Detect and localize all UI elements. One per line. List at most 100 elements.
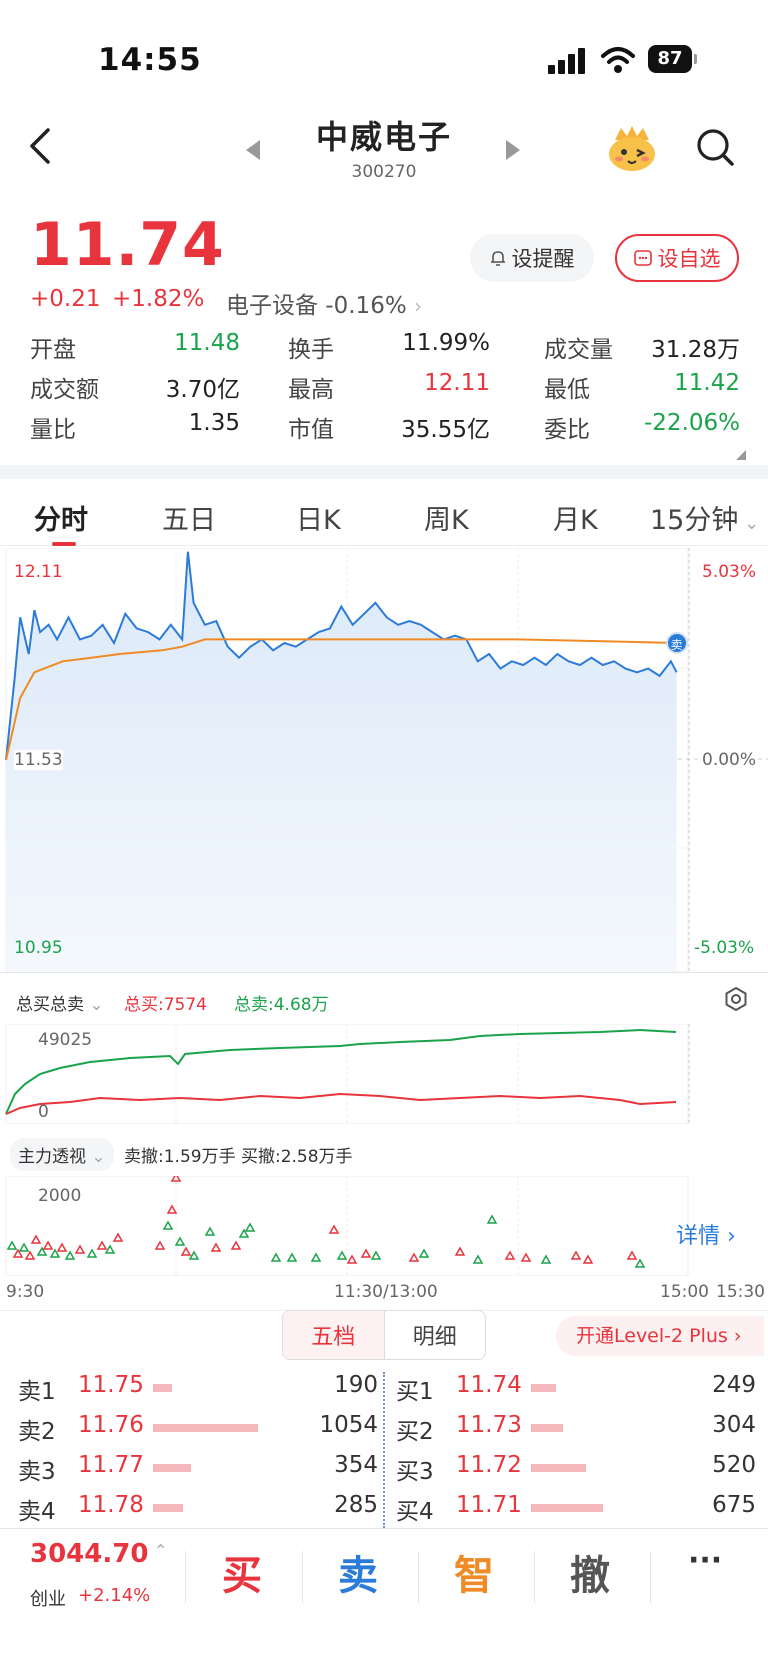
sell-cancel-marker xyxy=(540,1254,552,1264)
stat-label: 市值 xyxy=(288,417,334,443)
level-price: 11.78 xyxy=(78,1492,144,1518)
level-volume: 190 xyxy=(334,1372,378,1398)
wifi-icon xyxy=(601,47,635,73)
buy-cancel-marker xyxy=(328,1224,340,1234)
bid-row[interactable]: 买4 11.71 675 xyxy=(396,1492,756,1528)
buy-cancel-marker xyxy=(454,1246,466,1256)
set-alert-button[interactable]: 设提醒 xyxy=(470,234,594,282)
level-price: 11.77 xyxy=(78,1452,144,1478)
level-label: 买3 xyxy=(396,1459,434,1485)
chart-tabs: 分时 五日 日K 周K 月K 15分钟 ⌄ xyxy=(0,480,768,546)
tab-five-levels[interactable]: 五档 xyxy=(283,1311,385,1359)
sell-cancel-marker xyxy=(174,1236,186,1246)
details-label: 详情 xyxy=(676,1224,721,1249)
mascot-icon[interactable] xyxy=(607,126,657,172)
more-button[interactable]: ··· xyxy=(688,1543,723,1578)
level-label: 买2 xyxy=(396,1419,434,1445)
details-link[interactable]: 详情 › xyxy=(676,1218,736,1250)
section-line xyxy=(0,972,768,973)
sell-cancel-marker xyxy=(418,1248,430,1258)
search-icon[interactable] xyxy=(696,128,736,168)
buy-cancel-marker xyxy=(582,1254,594,1264)
tab-15min-label: 15分钟 xyxy=(650,505,739,536)
tab-15min[interactable]: 15分钟 ⌄ xyxy=(650,498,759,537)
tab-daily-k[interactable]: 日K xyxy=(296,505,341,536)
pct-axis-low: -5.03% xyxy=(694,938,755,958)
cancel-order-button[interactable]: 撤 xyxy=(570,1553,610,1599)
flow-axis-min: 0 xyxy=(38,1102,49,1122)
back-arrow-icon[interactable] xyxy=(28,128,52,164)
sell-cancel-marker xyxy=(204,1226,216,1236)
index-value[interactable]: 3044.70 xyxy=(30,1539,149,1569)
tab-details[interactable]: 明细 xyxy=(412,1325,457,1350)
flow-dropdown[interactable]: 总买总卖 ⌄ xyxy=(16,990,104,1015)
buy-cancel-marker xyxy=(30,1234,42,1244)
total-buy: 总买:7574 xyxy=(124,995,207,1015)
expand-corner-icon[interactable] xyxy=(736,450,746,460)
sell-cancel-marker xyxy=(188,1250,200,1260)
sell-cancel-marker xyxy=(244,1222,256,1232)
main-axis-max: 2000 xyxy=(38,1186,82,1206)
chevron-down-icon: ⌄ xyxy=(84,995,104,1015)
buy-cancel-marker xyxy=(170,1176,182,1182)
stat-value: 31.28万 xyxy=(651,337,740,363)
sell-button[interactable]: 卖 xyxy=(338,1553,378,1599)
ask-row[interactable]: 卖2 11.76 1054 xyxy=(18,1412,378,1452)
sector-link[interactable]: 电子设备 -0.16% › xyxy=(226,286,422,320)
tab-intraday[interactable]: 分时 xyxy=(34,505,88,536)
stat-value: -22.06% xyxy=(644,410,740,436)
sell-cancel-marker xyxy=(336,1250,348,1260)
stat-value: 12.11 xyxy=(424,370,490,396)
y-axis-low: 10.95 xyxy=(14,938,63,958)
order-book: 卖1 11.75 190 卖2 11.76 1054 卖3 11.77 354 卖4 11.78 28… xyxy=(0,1372,768,1528)
bid-row[interactable]: 买2 11.73 304 xyxy=(396,1412,756,1452)
tab-monthly-k[interactable]: 月K xyxy=(553,505,598,536)
bid-row[interactable]: 买1 11.74 249 xyxy=(396,1372,756,1412)
favorite-box-icon xyxy=(633,250,652,266)
battery-indicator: 87 xyxy=(648,45,697,73)
price-area xyxy=(6,551,677,972)
pct-axis-mid: 0.00% xyxy=(702,750,757,770)
smart-button[interactable]: 智 xyxy=(454,1553,494,1599)
tab-five-day[interactable]: 五日 xyxy=(162,505,216,536)
volume-bar xyxy=(531,1424,563,1432)
ask-row[interactable]: 卖3 11.77 354 xyxy=(18,1452,378,1492)
sell-marker-badge[interactable]: 卖 xyxy=(665,632,688,655)
chevron-right-icon: › xyxy=(733,1325,742,1347)
settings-icon[interactable] xyxy=(722,985,750,1013)
stats-row: 量比 1.35 市值 35.55亿 委比 -22.06% xyxy=(30,410,740,450)
prev-stock-icon[interactable] xyxy=(246,140,260,160)
level2-upgrade-button[interactable]: 开通Level-2 Plus › xyxy=(556,1316,764,1356)
buy-cancel-marker xyxy=(504,1250,516,1260)
sell-cancel-marker xyxy=(472,1254,484,1264)
buy-cancel-marker xyxy=(166,1204,178,1214)
buy-cancel-marker xyxy=(74,1244,86,1254)
y-axis-high: 12.11 xyxy=(14,562,63,582)
stat-label: 开盘 xyxy=(30,337,76,363)
buy-cancel-marker xyxy=(346,1254,358,1264)
ask-row[interactable]: 卖4 11.78 285 xyxy=(18,1492,378,1528)
chevron-up-icon[interactable]: ⌃ xyxy=(154,1541,168,1560)
next-stock-icon[interactable] xyxy=(506,140,520,160)
sell-cancel-marker xyxy=(104,1244,116,1254)
bid-row[interactable]: 买3 11.72 520 xyxy=(396,1452,756,1492)
stat-value: 35.55亿 xyxy=(401,417,490,443)
stat-value: 1.35 xyxy=(188,410,240,436)
buy-cancel-marker xyxy=(408,1252,420,1262)
add-favorite-button[interactable]: 设自选 xyxy=(615,234,739,282)
stat-value: 11.48 xyxy=(174,330,240,356)
sell-cancel-marker xyxy=(49,1248,61,1258)
volume-bar xyxy=(153,1384,172,1392)
intraday-chart[interactable] xyxy=(0,548,768,972)
stat-label: 最高 xyxy=(288,377,334,403)
buy-button[interactable]: 买 xyxy=(222,1553,262,1599)
sell-cancel-marker xyxy=(286,1252,298,1262)
volume-bar xyxy=(153,1464,191,1472)
level-volume: 249 xyxy=(712,1372,756,1398)
bell-icon xyxy=(490,251,505,266)
tab-weekly-k[interactable]: 周K xyxy=(424,505,469,536)
ask-row[interactable]: 卖1 11.75 190 xyxy=(18,1372,378,1412)
main-force-dropdown[interactable]: 主力透视 ⌄ xyxy=(10,1138,114,1171)
sell-cancel-marker xyxy=(370,1250,382,1260)
chevron-right-icon: › xyxy=(727,1224,736,1249)
